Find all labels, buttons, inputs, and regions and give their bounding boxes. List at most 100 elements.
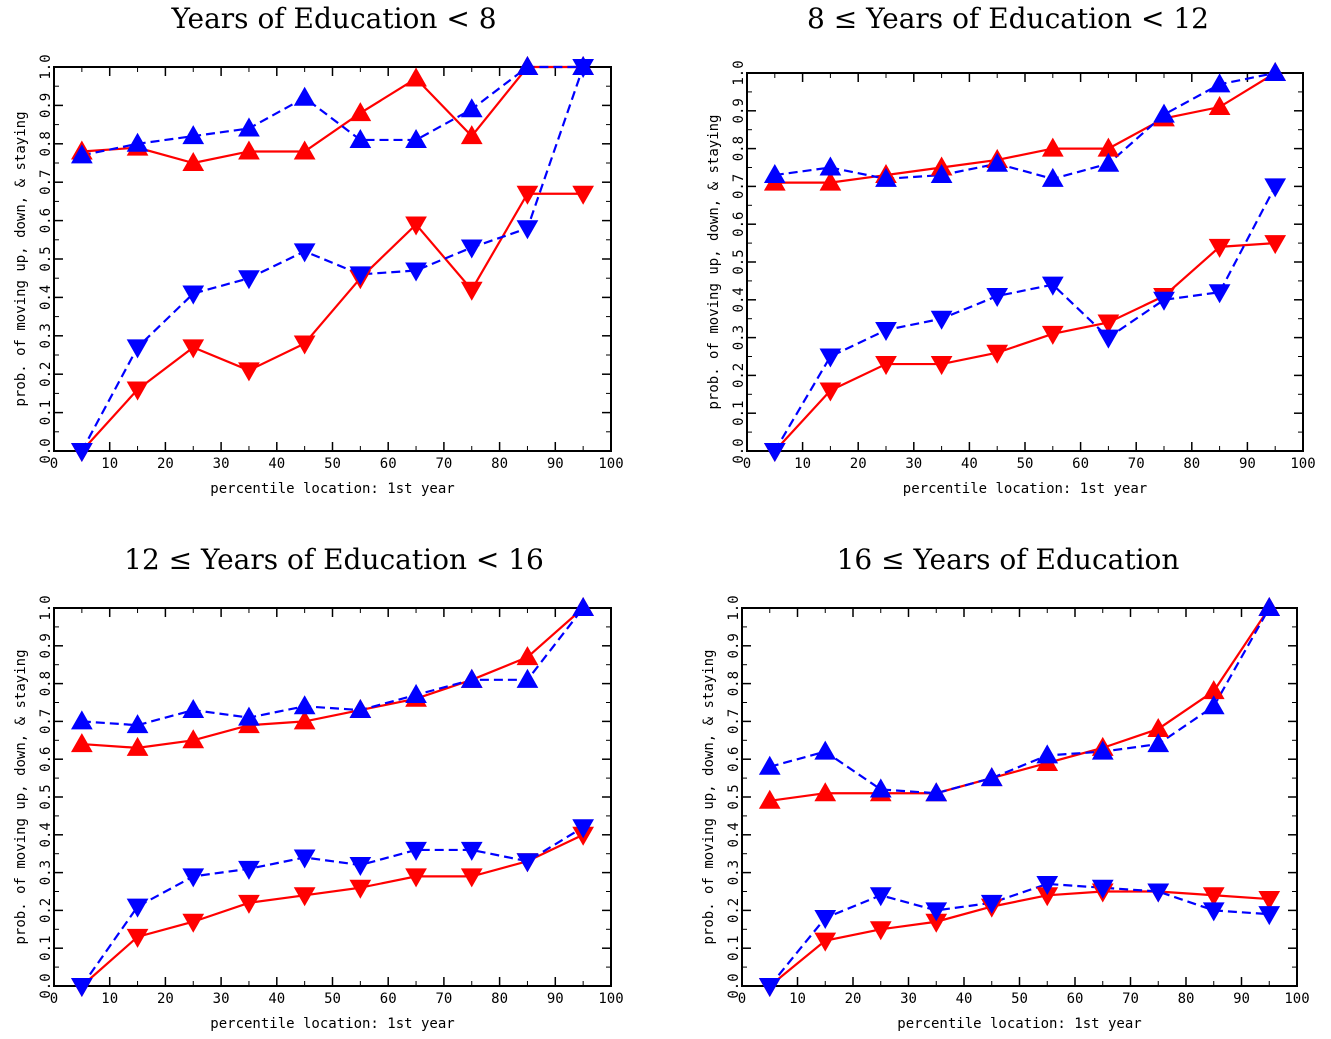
- y-tick-label: 0.7: [726, 709, 742, 734]
- y-tick-label: 0.4: [726, 822, 742, 847]
- series-4-marker: [986, 288, 1009, 308]
- x-tick-label: 80: [1178, 991, 1195, 1007]
- series-3-marker: [930, 356, 953, 376]
- series-4-marker: [70, 443, 93, 463]
- series-4-marker: [1264, 178, 1287, 198]
- y-tick-label: 0.2: [731, 363, 747, 388]
- y-tick-label: 0.9: [731, 98, 747, 123]
- x-tick-label: 10: [101, 456, 118, 472]
- series-2-marker: [1153, 103, 1175, 123]
- y-tick-label: 0.2: [726, 898, 742, 923]
- x-tick-label: 40: [956, 991, 973, 1007]
- series-3-marker: [460, 868, 483, 888]
- series-2-marker: [516, 668, 539, 688]
- y-tick-label: 0.3: [38, 323, 54, 348]
- x-tick-label: 100: [598, 991, 623, 1007]
- series-2-marker: [460, 98, 483, 118]
- y-tick-label: 0.0: [726, 973, 742, 998]
- x-tick-label: 60: [380, 456, 397, 472]
- series-3-marker: [126, 928, 149, 948]
- x-tick-label: 0: [738, 991, 746, 1007]
- x-tick-label: 20: [850, 456, 867, 472]
- series-3-marker: [238, 894, 260, 914]
- series-4-marker: [980, 894, 1003, 914]
- series-2-marker: [572, 596, 595, 616]
- series-3-line: [769, 890, 1270, 987]
- series-2-marker: [1036, 744, 1059, 764]
- y-tick-label: 0.6: [726, 747, 742, 772]
- series-4-marker: [814, 909, 837, 929]
- series-1-marker: [182, 151, 205, 171]
- y-tick-label: 0.1: [38, 936, 54, 961]
- series-1-marker: [814, 782, 837, 802]
- series-1-marker: [405, 67, 427, 87]
- y-tick-label: 0.1: [38, 400, 54, 425]
- series-3-line: [81, 833, 584, 987]
- series-2-marker: [70, 144, 93, 164]
- y-tick-label: 1.0: [38, 54, 54, 79]
- series-3-line: [773, 242, 1276, 452]
- x-tick-label: 70: [1128, 456, 1145, 472]
- series-2-marker: [763, 164, 786, 184]
- series-2-line: [769, 607, 1271, 795]
- series-3-marker: [1264, 235, 1287, 255]
- panel-1-title: Years of Education < 8: [171, 2, 497, 35]
- x-tick-label: 30: [900, 991, 917, 1007]
- series-1-marker: [758, 789, 781, 809]
- series-4-line: [80, 66, 585, 452]
- series-4-marker: [572, 59, 595, 79]
- series-4-marker: [182, 868, 205, 888]
- x-axis-label: percentile location: 1st year: [210, 481, 454, 497]
- x-tick-label: 50: [1011, 991, 1028, 1007]
- y-tick-label: 0.1: [726, 936, 742, 961]
- series-2-marker: [405, 683, 427, 703]
- series-3-marker: [1258, 891, 1281, 911]
- x-tick-label: 0: [743, 456, 751, 472]
- y-axis-label: prob. of moving up, down, & staying: [13, 649, 29, 944]
- y-tick-label: 0.0: [38, 973, 54, 998]
- series-1-marker: [1208, 96, 1231, 116]
- series-4-marker: [182, 285, 205, 305]
- x-tick-label: 30: [213, 456, 230, 472]
- series-2-marker: [70, 710, 93, 730]
- x-tick-label: 100: [1290, 456, 1315, 472]
- series-2-marker: [1264, 61, 1287, 81]
- x-tick-label: 90: [1239, 456, 1256, 472]
- series-3-marker: [516, 185, 539, 205]
- series-2-marker: [293, 695, 316, 715]
- series-2-marker: [1147, 733, 1170, 753]
- series-4-marker: [349, 857, 372, 877]
- x-tick-label: 10: [794, 456, 811, 472]
- x-tick-label: 60: [1072, 456, 1089, 472]
- y-tick-label: 0.8: [38, 671, 54, 696]
- series-1-line: [774, 72, 1276, 184]
- series-1-marker: [293, 710, 316, 730]
- series-3-marker: [869, 921, 892, 941]
- series-3-marker: [1202, 887, 1225, 907]
- x-tick-label: 90: [547, 991, 564, 1007]
- series-2-marker: [930, 164, 953, 184]
- y-tick-label: 1.0: [726, 595, 742, 620]
- x-tick-label: 40: [268, 991, 285, 1007]
- series-2-marker: [516, 55, 539, 75]
- series-3-marker: [814, 932, 837, 952]
- y-tick-label: 0.0: [731, 438, 747, 463]
- y-tick-label: 0.1: [731, 401, 747, 426]
- series-4-line: [768, 882, 1270, 987]
- series-2-marker: [182, 125, 205, 145]
- series-1-marker: [238, 140, 260, 160]
- series-3-marker: [349, 879, 372, 899]
- y-tick-label: 0.8: [38, 131, 54, 156]
- x-tick-label: 50: [1017, 456, 1034, 472]
- series-2-marker: [1097, 152, 1120, 172]
- series-4-marker: [70, 978, 93, 998]
- series-3-marker: [293, 887, 316, 907]
- series-2-marker: [1202, 695, 1225, 715]
- y-tick-label: 0.6: [38, 208, 54, 233]
- series-1-marker: [70, 733, 93, 753]
- series-4-marker: [1153, 291, 1175, 311]
- series-4-marker: [819, 348, 842, 368]
- y-tick-label: 0.8: [726, 671, 742, 696]
- series-4-marker: [763, 443, 786, 463]
